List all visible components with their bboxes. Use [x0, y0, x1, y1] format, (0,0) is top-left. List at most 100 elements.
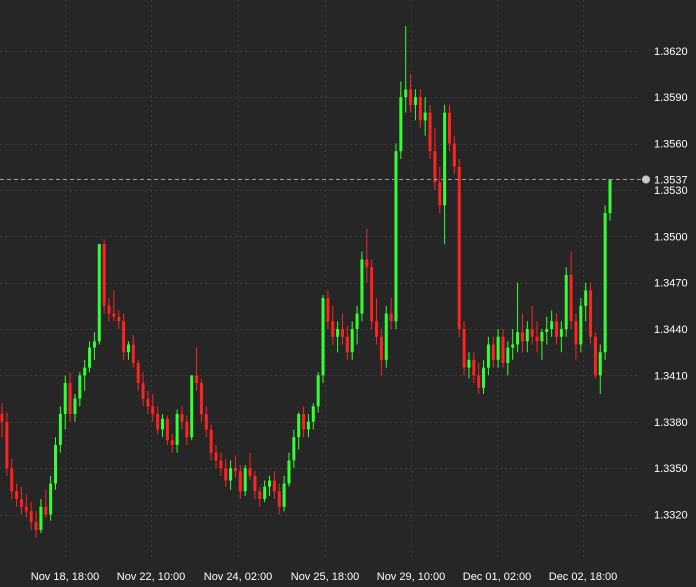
- x-axis-labels: Nov 18, 18:00 Nov 22, 10:00 Nov 24, 02:00 N…: [31, 571, 618, 583]
- candle: [584, 282, 588, 322]
- candle-body: [321, 298, 325, 376]
- candle: [540, 329, 544, 360]
- candle-body: [146, 398, 150, 407]
- candle-body: [409, 89, 413, 105]
- candle-body: [39, 506, 43, 530]
- candle-body: [170, 440, 174, 445]
- candle: [409, 73, 413, 113]
- candle: [83, 359, 87, 391]
- candle: [165, 415, 169, 445]
- candle-body: [5, 421, 9, 469]
- candle: [92, 332, 96, 360]
- y-axis-labels: 1.3320 1.3350 1.3380 1.3410 1.3440 1.3470 1.35…: [654, 46, 688, 522]
- candle: [117, 310, 121, 330]
- candle: [462, 321, 466, 376]
- candle-body: [219, 460, 223, 469]
- candle-body: [214, 452, 218, 461]
- candle-body: [486, 344, 490, 368]
- candle: [268, 475, 272, 496]
- candle-body: [83, 367, 87, 376]
- candle: [423, 97, 427, 136]
- candle-body: [15, 491, 19, 500]
- candle-body: [326, 298, 330, 322]
- candle-body: [190, 375, 194, 438]
- candle-body: [569, 274, 573, 322]
- candle-body: [360, 259, 364, 314]
- candle-body: [238, 471, 242, 492]
- candle: [136, 359, 140, 391]
- candle-body: [423, 112, 427, 121]
- candle-body: [506, 347, 510, 364]
- candle: [263, 480, 267, 503]
- candle-body: [29, 511, 33, 523]
- candle: [608, 179, 612, 221]
- candle: [472, 352, 476, 384]
- candle-body: [501, 336, 505, 364]
- candle: [569, 251, 573, 330]
- candle: [482, 359, 486, 394]
- candle: [238, 465, 242, 500]
- candle: [195, 347, 199, 391]
- candle: [486, 336, 490, 376]
- candle: [375, 298, 379, 345]
- candle: [151, 393, 155, 422]
- candle: [97, 243, 101, 345]
- candle: [15, 483, 19, 507]
- candle-body: [516, 332, 520, 345]
- candle-body: [418, 97, 422, 121]
- candle: [306, 414, 310, 438]
- candle: [564, 267, 568, 337]
- candle-body: [540, 332, 544, 342]
- candle: [73, 393, 77, 422]
- candle: [156, 406, 160, 435]
- x-tick-label: Nov 29, 10:00: [377, 571, 446, 583]
- candle-body: [195, 375, 199, 384]
- candle-body: [584, 290, 588, 306]
- candle-body: [589, 290, 593, 337]
- candle-body: [399, 97, 403, 152]
- candle: [49, 475, 53, 521]
- candle: [598, 344, 602, 394]
- candles: [0, 26, 612, 538]
- candle-body: [535, 336, 539, 342]
- candle: [131, 335, 135, 368]
- candle-body: [0, 414, 4, 422]
- candle-body: [156, 414, 160, 430]
- candle-body: [302, 414, 306, 430]
- candle: [78, 372, 82, 407]
- y-tick-label: 1.3350: [654, 463, 688, 475]
- candle-body: [375, 321, 379, 337]
- candle-body: [457, 166, 461, 330]
- candle: [370, 259, 374, 330]
- candle: [355, 305, 359, 345]
- candle-body: [49, 483, 53, 515]
- candle-body: [287, 460, 291, 484]
- candle: [34, 511, 38, 538]
- candle-body: [447, 112, 451, 144]
- candle: [350, 321, 354, 360]
- candle-body: [73, 398, 77, 415]
- candle: [457, 158, 461, 337]
- candle-body: [88, 347, 92, 368]
- candle-body: [68, 383, 72, 415]
- candle: [516, 282, 520, 353]
- candle-body: [564, 274, 568, 330]
- candle-body: [10, 468, 14, 492]
- candle-body: [107, 305, 111, 314]
- candle: [292, 429, 296, 469]
- y-tick-label: 1.3620: [654, 46, 688, 58]
- y-tick-label: 1.3380: [654, 417, 688, 429]
- candle: [321, 294, 325, 384]
- y-tick-label: 1.3590: [654, 92, 688, 104]
- candle: [452, 135, 456, 175]
- candle-body: [204, 414, 208, 430]
- x-tick-label: Dec 02, 18:00: [549, 571, 618, 583]
- candle-body: [297, 414, 301, 438]
- candle-body: [340, 329, 344, 337]
- candle: [302, 406, 306, 438]
- y-tick-label: 1.3560: [654, 139, 688, 151]
- candle: [443, 104, 447, 244]
- candle-body: [428, 112, 432, 152]
- x-tick-label: Nov 22, 10:00: [117, 571, 186, 583]
